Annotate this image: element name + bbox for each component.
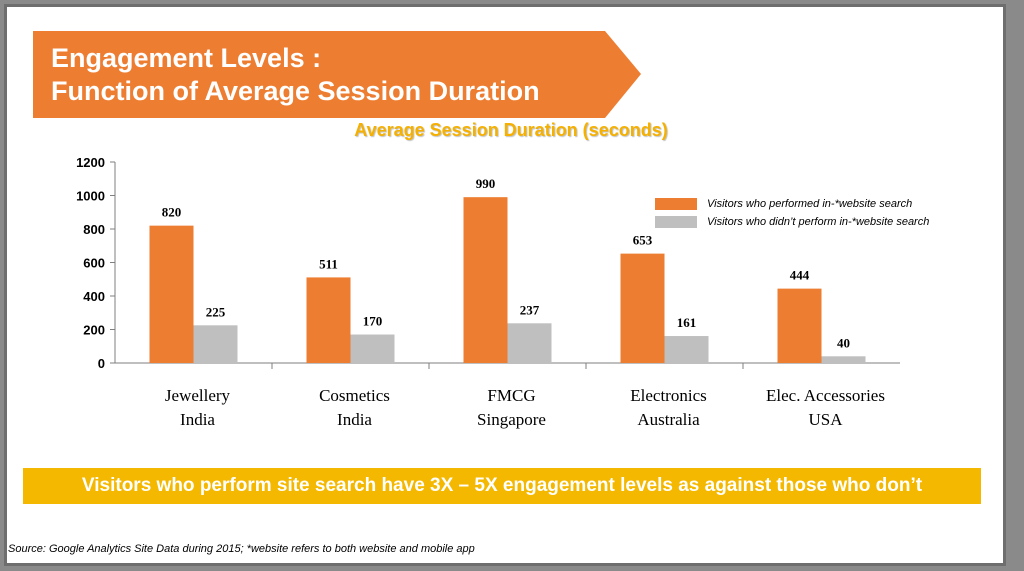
x-tick-label: Cosmetics <box>319 386 390 405</box>
data-label: 820 <box>162 205 182 220</box>
bar-search <box>620 253 665 363</box>
y-tick-label: 0 <box>98 356 105 371</box>
data-label: 237 <box>520 302 540 317</box>
bar-chart: 0 200 400 600 800 1000 1200 820 225 Jewellery Indi… <box>76 155 900 429</box>
y-tick-label: 400 <box>83 289 105 304</box>
chart-title: Average Session Duration (seconds) <box>354 120 668 140</box>
x-tick-label: FMCG <box>487 386 535 405</box>
bar-no-search <box>350 334 395 363</box>
x-tick-label: Electronics <box>630 386 706 405</box>
x-tick-label: Singapore <box>477 410 546 429</box>
bar-search <box>149 225 194 363</box>
x-tick-label: Australia <box>637 410 700 429</box>
chart-legend: Visitors who performed in-*website searc… <box>655 196 929 232</box>
banner-title-line-2: Function of Average Session Duration <box>51 76 540 106</box>
y-tick-label: 600 <box>83 256 105 271</box>
title-banner: Engagement Levels : Function of Average … <box>33 31 641 118</box>
data-label: 444 <box>790 268 810 283</box>
takeaway-banner: Visitors who perform site search have 3X… <box>23 468 981 504</box>
bar-search <box>777 288 822 363</box>
x-tick-label: Jewellery <box>165 386 231 405</box>
x-tick-label: India <box>337 410 372 429</box>
data-label: 170 <box>363 314 383 329</box>
legend-swatch-no-search <box>655 216 697 228</box>
y-tick-label: 1000 <box>76 189 105 204</box>
data-label: 990 <box>476 176 496 191</box>
y-tick-label: 800 <box>83 222 105 237</box>
legend-label-search: Visitors who performed in-*website searc… <box>707 198 913 210</box>
data-label: 653 <box>633 233 653 248</box>
data-label: 161 <box>677 315 697 330</box>
bar-search <box>306 277 351 363</box>
legend-swatch-search <box>655 198 697 210</box>
data-label: 40 <box>837 335 850 350</box>
bar-no-search <box>821 356 866 363</box>
bar-search <box>463 197 508 363</box>
data-label: 225 <box>206 304 226 319</box>
y-tick-label: 1200 <box>76 155 105 170</box>
bar-no-search <box>193 325 238 363</box>
legend-item-no-search: Visitors who didn’t perform in-*website … <box>655 214 929 230</box>
source-note: Source: Google Analytics Site Data durin… <box>8 543 475 555</box>
bar-no-search <box>507 323 552 363</box>
banner-title-line-1: Engagement Levels : <box>51 43 322 73</box>
data-label: 511 <box>319 256 338 271</box>
legend-item-search: Visitors who performed in-*website searc… <box>655 196 929 212</box>
x-tick-label: India <box>180 410 215 429</box>
legend-label-no-search: Visitors who didn’t perform in-*website … <box>707 216 930 228</box>
bar-no-search <box>664 336 709 363</box>
y-tick-label: 200 <box>83 323 105 338</box>
x-tick-label: USA <box>808 410 843 429</box>
x-tick-label: Elec. Accessories <box>766 386 885 405</box>
